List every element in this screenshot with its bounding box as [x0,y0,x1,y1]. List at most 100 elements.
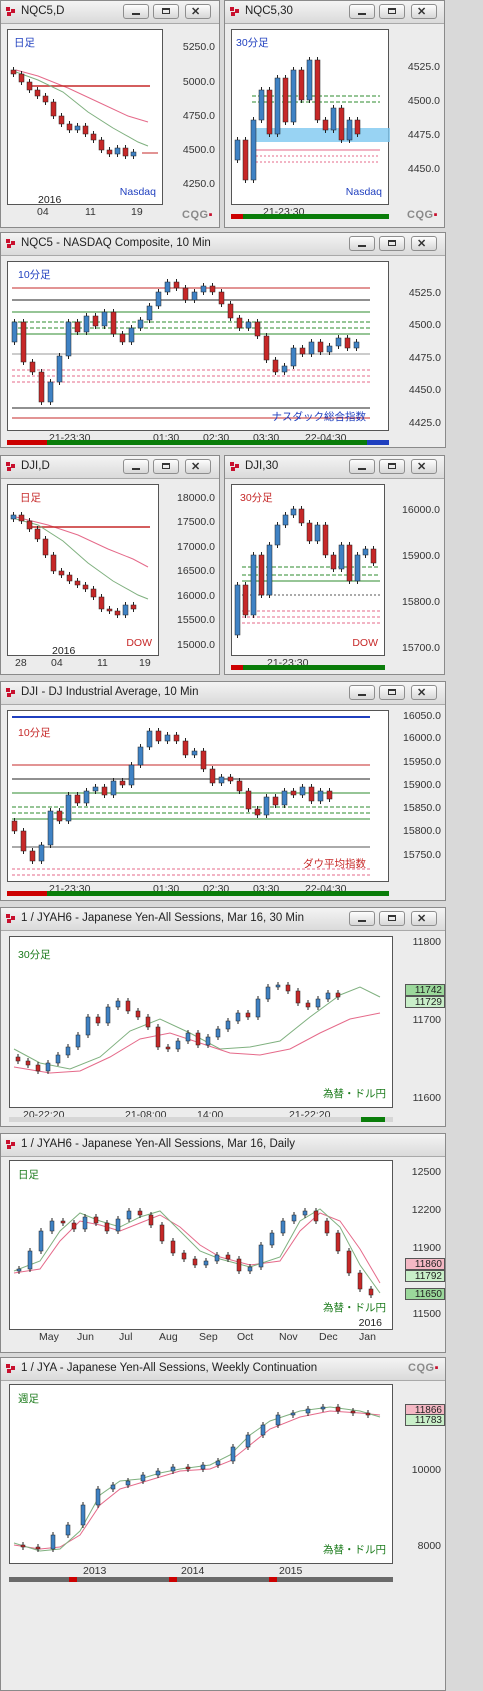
candle [185,1032,191,1042]
candle [126,1210,132,1220]
maximize-button[interactable] [379,459,405,474]
candle [317,790,324,802]
candle [322,524,329,556]
candle [269,1232,275,1246]
window-dji-daily: DJI,D ✕ 日足 DOW 2016 18000.0 17500.0 1700… [0,455,220,675]
session-bar [231,214,389,219]
minimize-button[interactable] [123,459,149,474]
maximize-button[interactable] [379,911,405,926]
candle [346,1250,352,1274]
title-bar[interactable]: 1 / JYAH6 - Japanese Yen-All Sessions, M… [1,908,445,931]
chart-svg [13,1208,381,1298]
candle [258,89,265,121]
candle [82,1216,88,1230]
y-tick: 16000.0 [403,732,441,744]
title-bar[interactable]: 1 / JYA - Japanese Yen-All Sessions, Wee… [1,1358,445,1381]
candle [42,95,49,103]
close-button[interactable]: ✕ [185,459,211,474]
chart-plot[interactable]: 10分足 ナスダック総合指数 [7,261,389,431]
x-tick: 19 [131,206,143,218]
minimize-button[interactable] [123,4,149,19]
y-tick: 15500.0 [177,614,215,626]
maximize-button[interactable] [379,236,405,251]
maximize-icon [162,8,170,14]
candle [135,1010,141,1018]
candle [74,321,81,333]
candle [225,1020,231,1030]
candle [74,580,81,586]
candle [170,1240,176,1254]
minimize-button[interactable] [349,459,375,474]
minimize-icon [358,694,366,696]
timeframe-label: 10分足 [18,727,51,739]
candle [90,588,97,598]
candle [110,1484,116,1490]
close-button[interactable]: ✕ [411,4,437,19]
candle [203,1260,209,1266]
close-button[interactable]: ✕ [411,911,437,926]
candle [291,1214,297,1222]
candle [298,508,305,524]
close-button[interactable]: ✕ [185,4,211,19]
symbol-note: 為替・ドル円 [323,1088,386,1100]
close-button[interactable]: ✕ [411,685,437,700]
candle [274,524,281,546]
y-tick: 15800.0 [403,825,441,837]
y-tick: 18000.0 [177,492,215,504]
candle [354,554,361,582]
maximize-button[interactable] [153,459,179,474]
x-tick: Nov [279,1331,298,1343]
chart-plot[interactable]: 30分足 Nasdaq [231,29,390,205]
minimize-button[interactable] [349,4,375,19]
candle [290,69,297,123]
maximize-button[interactable] [379,4,405,19]
chart-plot[interactable]: 日足 為替・ドル円 2016 [9,1160,393,1330]
candle [104,1222,110,1232]
title-bar[interactable]: DJI - DJ Industrial Average, 10 Min ✕ [1,682,445,705]
minimize-button[interactable] [349,911,375,926]
chart-plot[interactable]: 週足 為替・ドル円 [9,1384,393,1564]
chart-plot[interactable]: 日足 Nasdaq 2016 [7,29,163,206]
chart-plot[interactable]: 日足 DOW 2016 [7,484,159,657]
candle [335,1232,341,1252]
chart-plot[interactable]: 10分足 ダウ平均指数 [7,710,389,882]
title-bar[interactable]: DJI,D ✕ [1,456,219,479]
candle [274,77,281,135]
candle [254,321,261,337]
window-title: DJI,30 [245,460,279,472]
title-bar[interactable]: DJI,30 ✕ [225,456,444,479]
candle [314,524,321,542]
candle [205,1036,211,1046]
candle [122,147,129,157]
candle [346,544,353,582]
maximize-button[interactable] [153,4,179,19]
minimize-button[interactable] [349,236,375,251]
candle [335,337,342,347]
chart-plot[interactable]: 30分足 為替・ドル円 [9,936,393,1108]
candle [295,990,301,1004]
timeframe-label: 10分足 [18,269,51,281]
candle [65,321,72,357]
candle [130,151,137,157]
close-button[interactable]: ✕ [411,459,437,474]
maximize-icon [388,8,396,14]
candle [50,1534,56,1550]
title-bar[interactable]: NQC5,30 ✕ [225,1,444,24]
close-button[interactable]: ✕ [411,236,437,251]
window-jpy-daily: 1 / JYAH6 - Japanese Yen-All Sessions, M… [0,1133,446,1353]
candle [80,1504,86,1526]
chart-plot[interactable]: 30分足 DOW [231,484,385,656]
cqg-window-icon [6,688,15,697]
candle [71,1222,77,1230]
minimize-button[interactable] [349,685,375,700]
maximize-button[interactable] [379,685,405,700]
candle [115,1218,121,1232]
title-bar[interactable]: NQC5,D ✕ [1,1,219,24]
y-tick: 11700 [412,1014,441,1026]
candle [85,1016,91,1036]
title-bar[interactable]: 1 / JYAH6 - Japanese Yen-All Sessions, M… [1,1134,445,1157]
title-bar[interactable]: NQC5 - NASDAQ Composite, 10 Min ✕ [1,233,445,256]
candle [305,1408,311,1414]
y-axis: 10000 8000 11866 11783 [393,1384,445,1564]
minimize-icon [132,468,140,470]
